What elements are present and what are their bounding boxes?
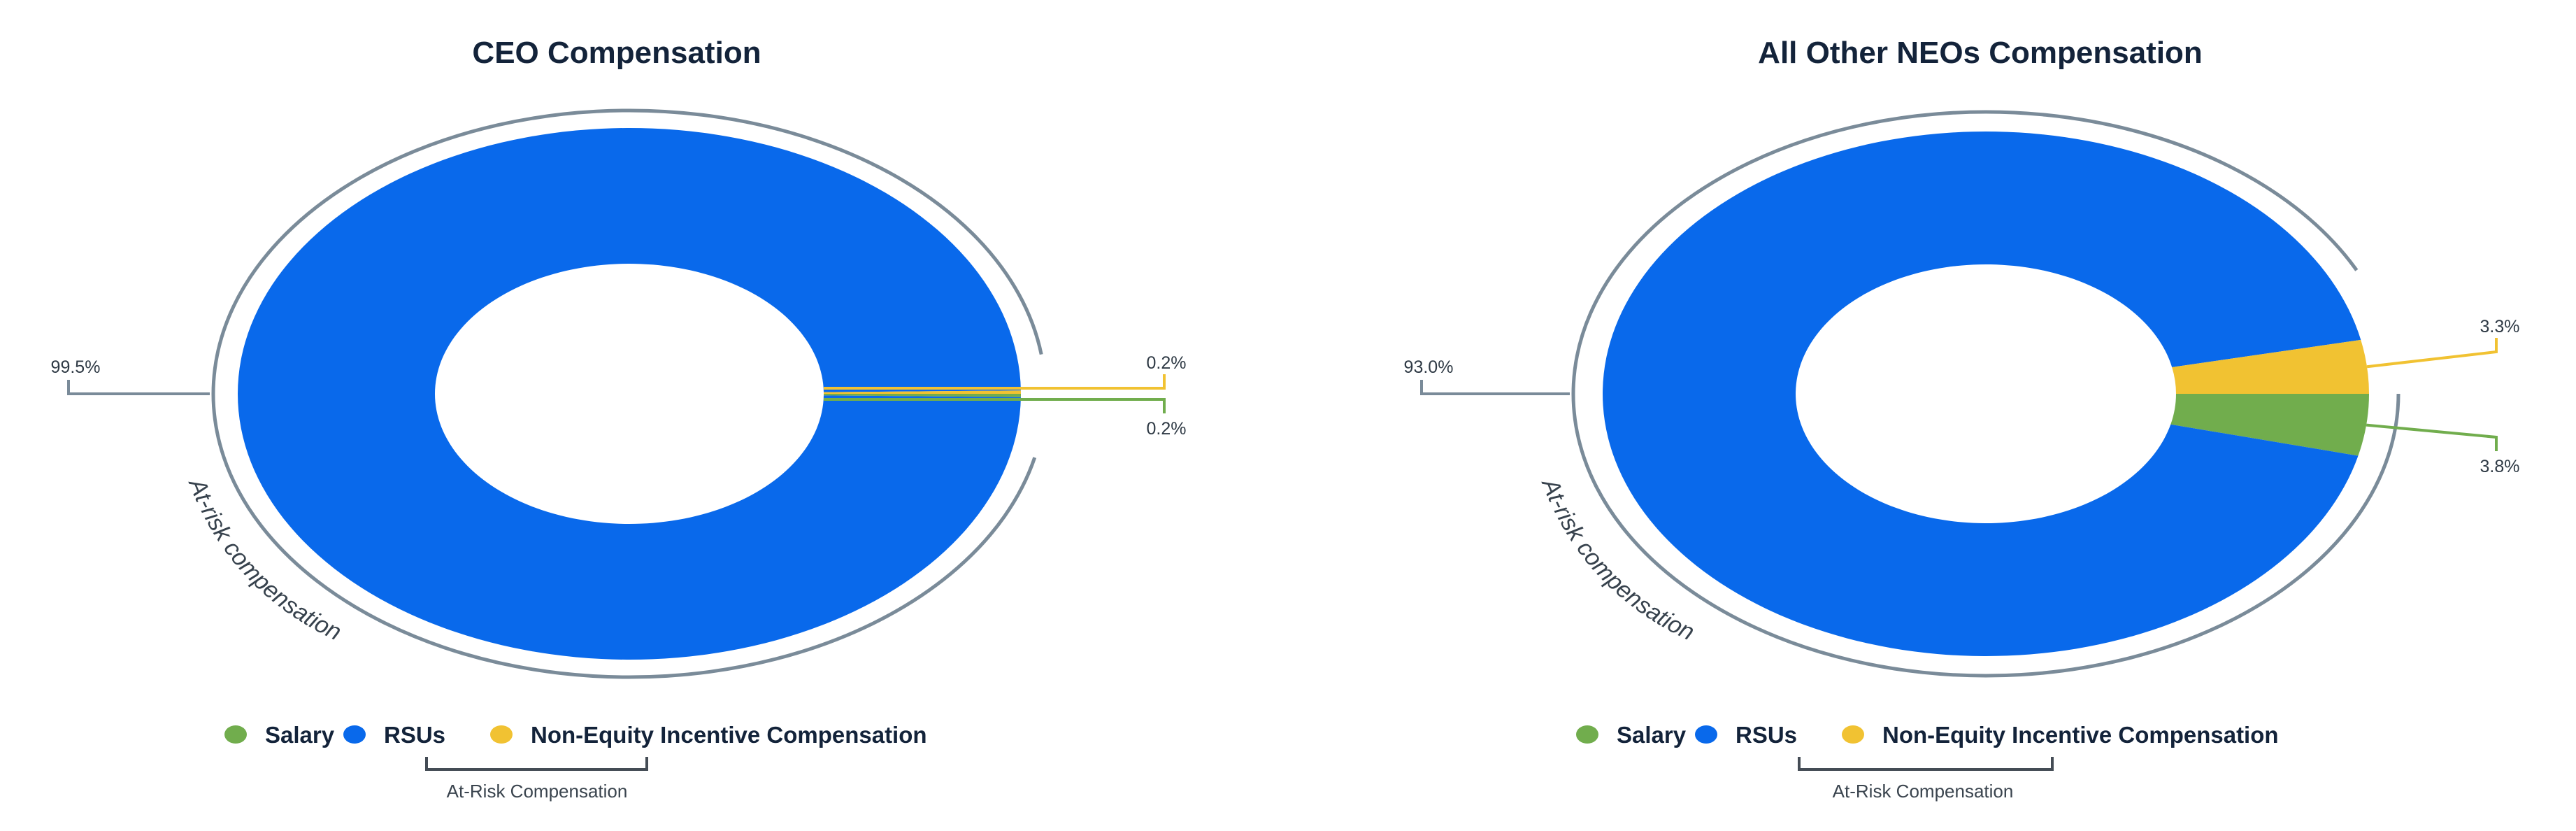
slice-rsus [237, 128, 1021, 660]
legend: Salary RSUs Non-Equity Incentive Compensat… [224, 722, 927, 748]
salary-leader-line [823, 398, 1166, 413]
nonequity-pct-label: 3.3% [2480, 317, 2520, 336]
salary-pct-label: 3.8% [2480, 457, 2520, 476]
rsus-pct-label: 93.0% [1404, 357, 1454, 377]
salary-pct-label: 0.2% [1147, 419, 1187, 439]
legend-swatch-non-equity-incentive-compensation [1842, 725, 1864, 744]
slice-non-equity-incentive-compensation [823, 390, 1021, 394]
legend-swatch-rsus [343, 725, 366, 744]
slice-salary [823, 394, 1021, 397]
slice-non-equity-incentive-compensation [2172, 339, 2369, 394]
nonequity-leader-line [2366, 338, 2498, 369]
legend-label-rsus: RSUs [384, 722, 445, 748]
chart-neo: All Other NEOs Compensation 93.0% 3.3% 3.8%… [1404, 36, 2520, 802]
at-risk-ring [1571, 110, 2400, 678]
at-risk-ring [211, 108, 1043, 679]
slice-rsus [1603, 132, 2361, 657]
at-risk-bracket-label: At-Risk Compensation [447, 781, 628, 802]
legend-label-salary: Salary [265, 722, 335, 748]
legend-label-non-equity-incentive-compensation: Non-Equity Incentive Compensation [531, 722, 927, 748]
at-risk-bracket [425, 757, 648, 771]
legend-label-salary: Salary [1617, 722, 1687, 748]
legend: Salary RSUs Non-Equity Incentive Compensat… [1576, 722, 2279, 748]
nonequity-leader-line [823, 374, 1166, 390]
legend-label-non-equity-incentive-compensation: Non-Equity Incentive Compensation [1882, 722, 2279, 748]
legend-swatch-non-equity-incentive-compensation [490, 725, 513, 744]
at-risk-bracket-label: At-Risk Compensation [1833, 781, 2014, 802]
at-risk-bracket [1798, 757, 2054, 771]
nonequity-pct-label: 0.2% [1147, 353, 1187, 373]
legend-swatch-salary [224, 725, 247, 744]
legend-swatch-rsus [1695, 725, 1717, 744]
chart-title: CEO Compensation [472, 36, 761, 70]
rsus-pct-label: 99.5% [51, 357, 101, 377]
legend-swatch-salary [1576, 725, 1598, 744]
chart-title: All Other NEOs Compensation [1758, 36, 2203, 70]
legend-label-rsus: RSUs [1736, 722, 1797, 748]
rsus-leader-line [67, 380, 210, 395]
rsus-leader-line [1420, 380, 1570, 395]
salary-leader-line [2366, 423, 2498, 451]
slice-salary [2170, 394, 2369, 456]
